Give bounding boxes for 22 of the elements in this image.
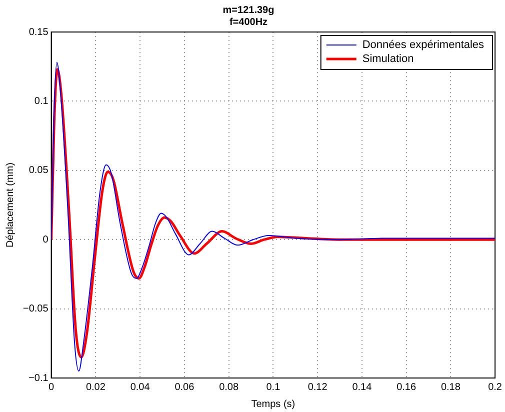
x-axis-title: Temps (s) bbox=[251, 398, 296, 410]
legend-label: Simulation bbox=[362, 53, 414, 66]
y-tick-label: 0.1 bbox=[34, 96, 49, 107]
x-tick-label: 0.02 bbox=[86, 382, 106, 393]
y-tick-label: 0 bbox=[42, 234, 49, 246]
y-tick-label: 0.15 bbox=[28, 26, 49, 38]
x-tick-label: 0.1 bbox=[266, 382, 281, 393]
y-tick-label: −0.05 bbox=[22, 304, 49, 315]
x-tick-label: 0.12 bbox=[308, 382, 328, 393]
x-tick-label: 0.18 bbox=[440, 382, 461, 393]
x-tick-label: 0.2 bbox=[488, 382, 502, 393]
x-tick-label: 0.16 bbox=[396, 382, 416, 393]
legend-label: Données expérimentales bbox=[362, 39, 485, 52]
x-tick-label: 0.06 bbox=[174, 382, 195, 393]
x-tick-label: 0.14 bbox=[352, 382, 372, 393]
x-tick-label: 0.08 bbox=[219, 382, 239, 393]
y-tick-label: 0.05 bbox=[28, 165, 49, 176]
chart-title: m=121.39g bbox=[222, 4, 274, 16]
x-tick-label: 0.04 bbox=[130, 382, 150, 393]
y-axis-title: Déplacement (mm) bbox=[4, 162, 16, 248]
y-tick-label: −0.1 bbox=[28, 372, 49, 384]
chart-subtitle: f=400Hz bbox=[229, 16, 268, 28]
